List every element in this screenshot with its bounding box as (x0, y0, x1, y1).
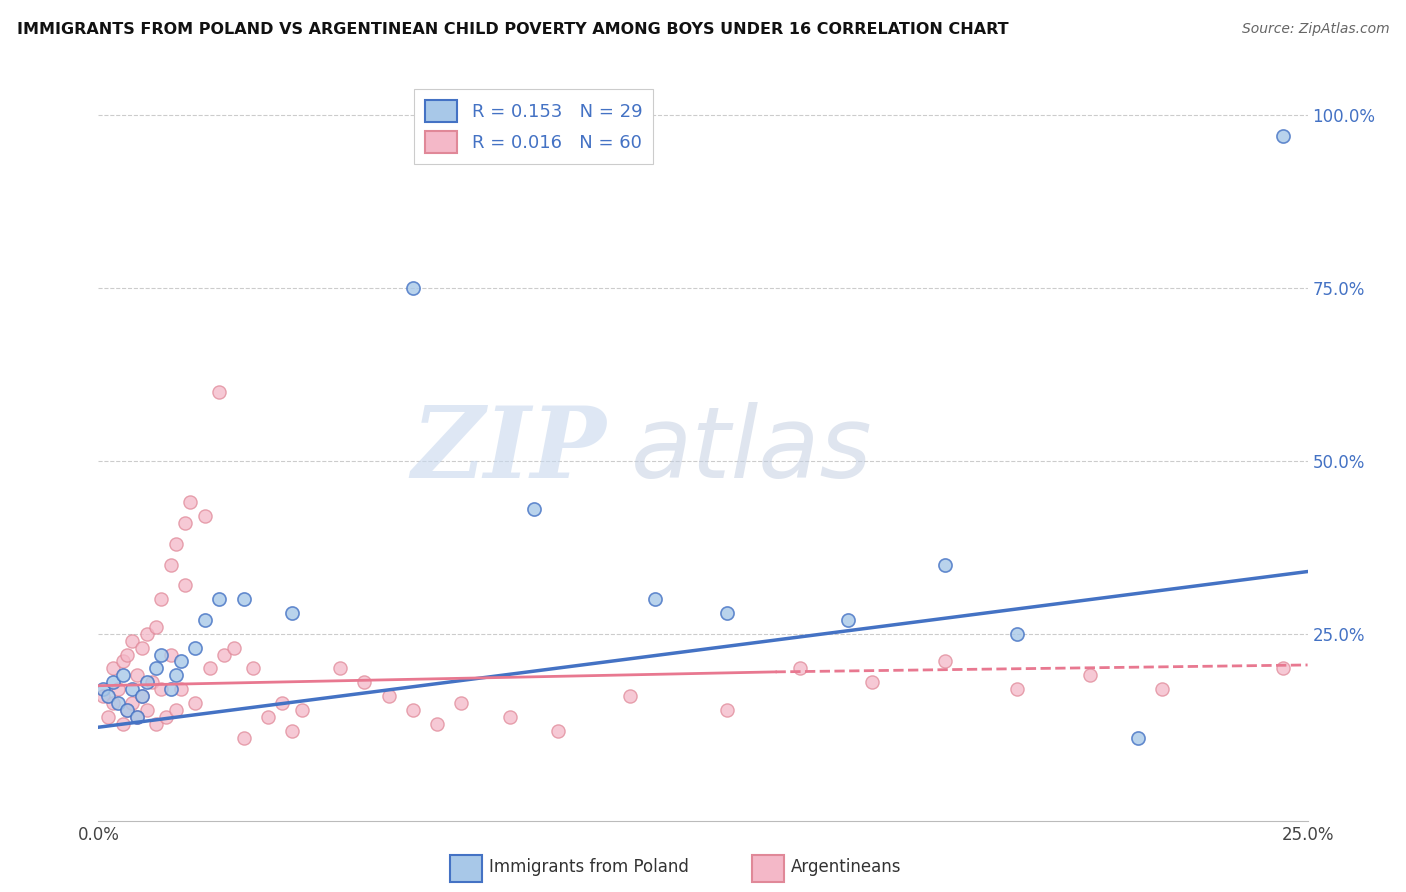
Point (194, 509, 217, 524)
Point (107, 682, 129, 697)
Point (101, 696, 124, 710)
Point (523, 502, 546, 516)
Point (150, 682, 173, 697)
Point (111, 668, 134, 682)
Point (111, 716, 134, 731)
Point (256, 710, 278, 724)
Point (934, 655, 956, 669)
Point (934, 558, 956, 572)
Point (127, 710, 149, 724)
Point (184, 696, 207, 710)
Point (135, 675, 157, 690)
Point (107, 696, 129, 710)
Point (174, 516, 197, 530)
FancyBboxPatch shape (752, 855, 785, 881)
Point (97, 689, 120, 703)
FancyBboxPatch shape (450, 855, 481, 881)
Point (281, 606, 304, 620)
Point (1128, 731, 1150, 745)
Point (426, 716, 449, 731)
Point (716, 606, 738, 620)
Point (212, 648, 235, 662)
Point (619, 689, 641, 703)
Legend: R = 0.153   N = 29, R = 0.016   N = 60: R = 0.153 N = 29, R = 0.016 N = 60 (415, 89, 654, 164)
Text: Argentineans: Argentineans (790, 858, 901, 877)
Point (1272, 661, 1295, 675)
Point (174, 578, 197, 592)
Point (91, 689, 114, 703)
Point (169, 682, 191, 697)
Point (377, 689, 399, 703)
Point (169, 655, 191, 669)
Point (242, 661, 264, 675)
Point (117, 703, 139, 717)
Point (135, 703, 157, 717)
Point (141, 675, 163, 690)
Point (117, 703, 139, 717)
Point (145, 716, 167, 731)
Point (150, 592, 173, 607)
Point (232, 731, 254, 745)
Point (111, 655, 134, 669)
Point (1078, 668, 1101, 682)
Text: atlas: atlas (630, 402, 872, 499)
Point (547, 723, 569, 738)
Text: Source: ZipAtlas.com: Source: ZipAtlas.com (1241, 22, 1389, 37)
Point (498, 710, 520, 724)
Point (160, 648, 183, 662)
Point (121, 696, 143, 710)
Point (135, 627, 157, 641)
Point (97, 710, 120, 724)
Point (127, 668, 149, 682)
Point (179, 495, 201, 509)
Point (208, 592, 231, 607)
Point (1007, 682, 1029, 697)
Point (208, 384, 231, 399)
Point (117, 648, 139, 662)
Text: IMMIGRANTS FROM POLAND VS ARGENTINEAN CHILD POVERTY AMONG BOYS UNDER 16 CORRELAT: IMMIGRANTS FROM POLAND VS ARGENTINEAN CH… (17, 22, 1008, 37)
Point (290, 703, 312, 717)
Point (353, 675, 375, 690)
Point (150, 648, 173, 662)
Point (121, 682, 143, 697)
Point (789, 661, 811, 675)
Point (860, 675, 883, 690)
Point (145, 661, 167, 675)
Point (91, 682, 114, 697)
Point (155, 710, 177, 724)
Point (145, 620, 167, 634)
Point (271, 696, 294, 710)
Point (1152, 682, 1174, 697)
Point (402, 703, 425, 717)
Point (165, 537, 187, 551)
Point (160, 558, 183, 572)
Point (198, 661, 221, 675)
Point (1272, 128, 1295, 143)
Point (194, 613, 217, 627)
Point (184, 640, 207, 655)
Point (131, 689, 153, 703)
Point (165, 668, 187, 682)
Point (232, 592, 254, 607)
Point (222, 640, 245, 655)
Point (450, 696, 472, 710)
Point (101, 675, 124, 690)
Text: ZIP: ZIP (412, 402, 606, 499)
Point (329, 661, 352, 675)
Point (281, 723, 304, 738)
Point (402, 281, 425, 295)
Text: Immigrants from Poland: Immigrants from Poland (489, 858, 689, 877)
Point (716, 703, 738, 717)
Point (121, 633, 143, 648)
Point (1007, 627, 1029, 641)
Point (127, 710, 149, 724)
Point (131, 640, 153, 655)
Point (101, 661, 124, 675)
Point (644, 592, 666, 607)
Point (160, 682, 183, 697)
Point (165, 703, 187, 717)
Point (131, 689, 153, 703)
Point (837, 613, 859, 627)
